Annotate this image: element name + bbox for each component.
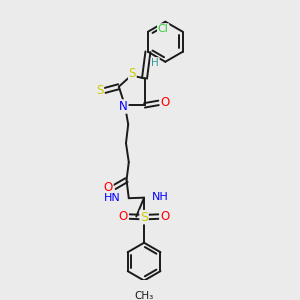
Text: N: N: [119, 100, 128, 113]
Text: O: O: [119, 210, 128, 223]
Text: HN: HN: [104, 193, 121, 203]
Text: Cl: Cl: [158, 24, 169, 34]
Text: S: S: [129, 67, 136, 80]
Text: O: O: [160, 96, 170, 109]
Text: H: H: [151, 58, 159, 68]
Text: S: S: [140, 211, 148, 224]
Text: NH: NH: [152, 192, 169, 202]
Text: CH₃: CH₃: [134, 292, 154, 300]
Text: O: O: [104, 181, 113, 194]
Text: O: O: [160, 210, 169, 223]
Text: S: S: [96, 84, 103, 97]
